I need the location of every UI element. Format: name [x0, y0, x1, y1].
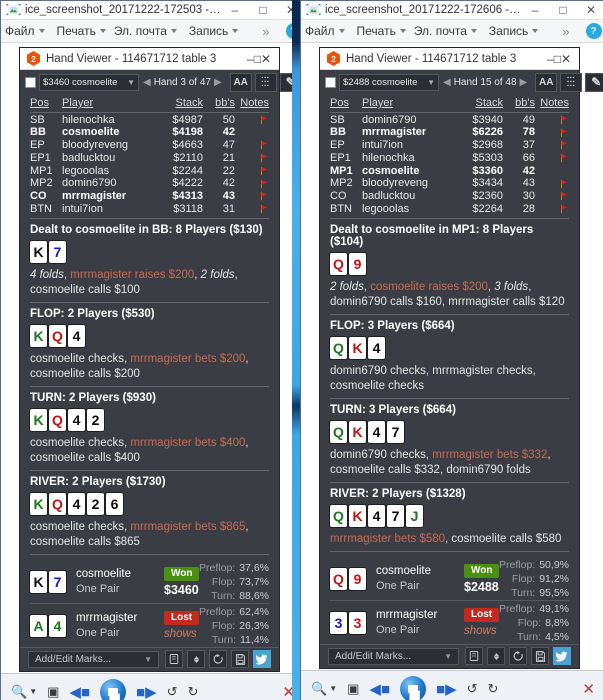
- svg-text:2: 2: [331, 55, 336, 64]
- svg-text:2: 2: [31, 55, 36, 64]
